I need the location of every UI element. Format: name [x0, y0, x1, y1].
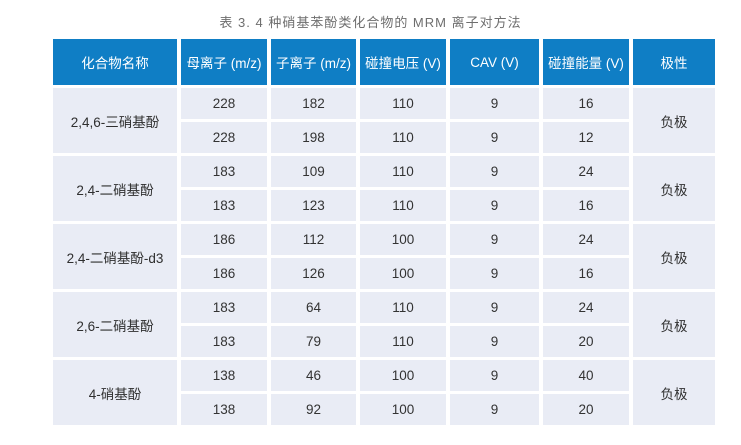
compound-name-cell: 2,6-二硝基酚: [53, 292, 177, 357]
value-cell: 100: [360, 360, 446, 391]
value-cell: 24: [543, 224, 629, 255]
value-cell: 182: [271, 88, 356, 119]
value-cell: 100: [360, 258, 446, 289]
value-cell: 9: [450, 224, 539, 255]
value-cell: 9: [450, 122, 539, 153]
value-cell: 228: [181, 122, 267, 153]
value-cell: 138: [181, 394, 267, 425]
header-row: 化合物名称 母离子 (m/z) 子离子 (m/z) 碰撞电压 (V) CAV (…: [53, 39, 715, 85]
table-row: 186 126 100 9 16: [53, 258, 715, 289]
value-cell: 186: [181, 224, 267, 255]
value-cell: 110: [360, 292, 446, 323]
value-cell: 16: [543, 258, 629, 289]
table-body: 2,4,6-三硝基酚 228 182 110 9 16 负极 228 198 110 9 12 2,4-…: [53, 88, 715, 425]
column-header-collision-voltage: 碰撞电压 (V): [360, 39, 446, 85]
polarity-cell: 负极: [633, 292, 715, 357]
value-cell: 9: [450, 156, 539, 187]
value-cell: 100: [360, 224, 446, 255]
value-cell: 198: [271, 122, 356, 153]
value-cell: 40: [543, 360, 629, 391]
table-row: 138 92 100 9 20: [53, 394, 715, 425]
value-cell: 9: [450, 360, 539, 391]
value-cell: 9: [450, 292, 539, 323]
value-cell: 183: [181, 156, 267, 187]
value-cell: 92: [271, 394, 356, 425]
value-cell: 16: [543, 190, 629, 221]
value-cell: 79: [271, 326, 356, 357]
column-header-compound: 化合物名称: [53, 39, 177, 85]
table-row: 2,4-二硝基酚-d3 186 112 100 9 24 负极: [53, 224, 715, 289]
value-cell: 110: [360, 122, 446, 153]
compound-name-cell: 4-硝基酚: [53, 360, 177, 425]
table-row: 4-硝基酚 138 46 100 9 40 负极: [53, 360, 715, 425]
table-row: 2,6-二硝基酚 183 64 110 9 24 负极: [53, 292, 715, 357]
table-row: 228 198 110 9 12: [53, 122, 715, 153]
value-cell: 183: [181, 326, 267, 357]
compound-name-cell: 2,4,6-三硝基酚: [53, 88, 177, 153]
polarity-cell: 负极: [633, 224, 715, 289]
value-cell: 110: [360, 190, 446, 221]
table-row: 2,4,6-三硝基酚 228 182 110 9 16 负极: [53, 88, 715, 153]
value-cell: 64: [271, 292, 356, 323]
value-cell: 183: [181, 292, 267, 323]
table-header: 化合物名称 母离子 (m/z) 子离子 (m/z) 碰撞电压 (V) CAV (…: [53, 39, 715, 85]
table-row: 183 79 110 9 20: [53, 326, 715, 357]
table-row: 183 123 110 9 16: [53, 190, 715, 221]
column-header-collision-energy: 碰撞能量 (V): [543, 39, 629, 85]
column-header-product-ion: 子离子 (m/z): [271, 39, 356, 85]
value-cell: 100: [360, 394, 446, 425]
polarity-cell: 负极: [633, 156, 715, 221]
value-cell: 46: [271, 360, 356, 391]
value-cell: 9: [450, 88, 539, 119]
value-cell: 112: [271, 224, 356, 255]
column-header-cav: CAV (V): [450, 39, 539, 85]
value-cell: 110: [360, 156, 446, 187]
value-cell: 12: [543, 122, 629, 153]
value-cell: 109: [271, 156, 356, 187]
value-cell: 183: [181, 190, 267, 221]
value-cell: 20: [543, 326, 629, 357]
value-cell: 123: [271, 190, 356, 221]
table-row: 2,4-二硝基酚 183 109 110 9 24 负极: [53, 156, 715, 221]
value-cell: 186: [181, 258, 267, 289]
value-cell: 24: [543, 292, 629, 323]
polarity-cell: 负极: [633, 360, 715, 425]
value-cell: 228: [181, 88, 267, 119]
value-cell: 9: [450, 258, 539, 289]
value-cell: 110: [360, 88, 446, 119]
column-header-polarity: 极性: [633, 39, 715, 85]
compound-name-cell: 2,4-二硝基酚-d3: [53, 224, 177, 289]
table-title: 表 3. 4 种硝基苯酚类化合物的 MRM 离子对方法: [219, 15, 522, 30]
column-header-precursor-ion: 母离子 (m/z): [181, 39, 267, 85]
value-cell: 9: [450, 190, 539, 221]
value-cell: 16: [543, 88, 629, 119]
value-cell: 9: [450, 326, 539, 357]
value-cell: 110: [360, 326, 446, 357]
mrm-table: 化合物名称 母离子 (m/z) 子离子 (m/z) 碰撞电压 (V) CAV (…: [49, 36, 719, 428]
value-cell: 138: [181, 360, 267, 391]
value-cell: 24: [543, 156, 629, 187]
compound-name-cell: 2,4-二硝基酚: [53, 156, 177, 221]
value-cell: 20: [543, 394, 629, 425]
value-cell: 9: [450, 394, 539, 425]
value-cell: 126: [271, 258, 356, 289]
polarity-cell: 负极: [633, 88, 715, 153]
